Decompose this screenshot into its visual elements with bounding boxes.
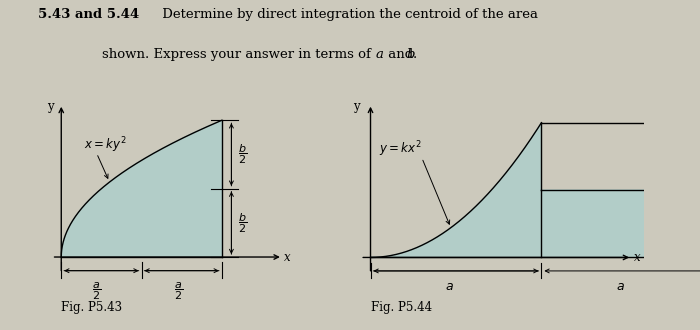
Text: $\dfrac{a}{2}$: $\dfrac{a}{2}$ [174, 280, 183, 302]
Text: $\dfrac{a}{2}$: $\dfrac{a}{2}$ [92, 280, 101, 302]
Text: Fig. P5.44: Fig. P5.44 [370, 301, 432, 313]
Text: y: y [354, 100, 360, 113]
Text: 5.43 and 5.44: 5.43 and 5.44 [38, 8, 140, 21]
Text: b: b [407, 48, 415, 61]
Text: Determine by direct integration the centroid of the area: Determine by direct integration the cent… [158, 8, 538, 21]
Text: $\dfrac{b}{2}$: $\dfrac{b}{2}$ [238, 143, 247, 166]
Text: y: y [47, 100, 53, 113]
Text: $a$: $a$ [615, 280, 624, 293]
Text: $a$: $a$ [444, 280, 454, 293]
Polygon shape [370, 123, 700, 257]
Text: shown. Express your answer in terms of: shown. Express your answer in terms of [102, 48, 374, 61]
Polygon shape [62, 120, 222, 257]
Text: .: . [412, 48, 416, 61]
Text: $x = ky^2$: $x = ky^2$ [84, 135, 126, 155]
Text: $y = kx^2$: $y = kx^2$ [379, 140, 421, 159]
Text: and: and [384, 48, 418, 61]
Text: $\dfrac{b}{2}$: $\dfrac{b}{2}$ [238, 211, 247, 235]
Text: a: a [375, 48, 383, 61]
Text: x: x [634, 251, 640, 264]
Text: Fig. P5.43: Fig. P5.43 [62, 301, 122, 314]
Text: x: x [284, 250, 291, 264]
